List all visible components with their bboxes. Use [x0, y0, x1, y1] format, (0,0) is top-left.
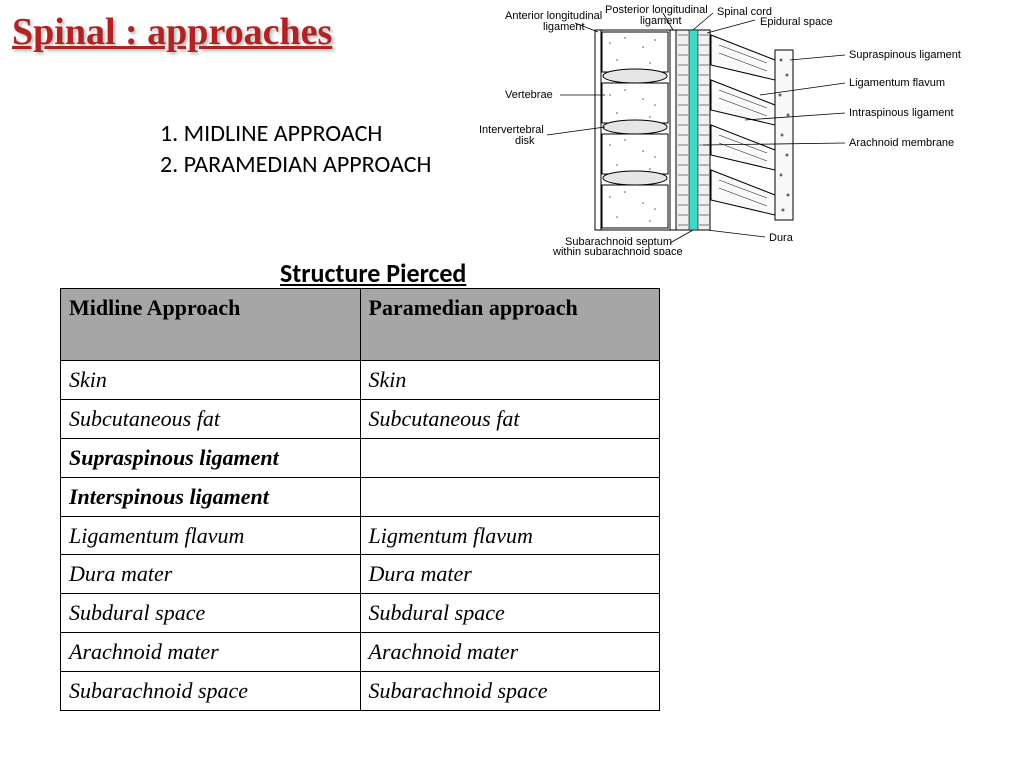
posterior-ligament	[670, 30, 676, 230]
table-cell	[360, 438, 660, 477]
table-cell: Dura mater	[360, 555, 660, 594]
svg-text:ligament: ligament	[543, 21, 585, 33]
label-arachnoid: Arachnoid membrane	[849, 137, 954, 149]
label-dura: Dura	[769, 232, 794, 244]
table-cell: Arachnoid mater	[360, 633, 660, 672]
table-cell: Subcutaneous fat	[360, 399, 660, 438]
table-cell: Subarachnoid space	[360, 672, 660, 711]
approach-list: 1. MIDLINE APPROACH 2. PARAMEDIAN APPROA…	[160, 118, 432, 180]
label-intraspinous: Intraspinous ligament	[849, 107, 954, 119]
vertebral-column	[600, 30, 670, 230]
table-row: Supraspinous ligament	[61, 438, 660, 477]
table-title: Structure Pierced	[280, 257, 466, 289]
table-cell: Subdural space	[360, 594, 660, 633]
approach-item-2: 2. PARAMEDIAN APPROACH	[160, 149, 432, 180]
approach-item-1: 1. MIDLINE APPROACH	[160, 118, 432, 149]
anterior-ligament	[595, 30, 601, 230]
table-row: Dura materDura mater	[61, 555, 660, 594]
table-row: Subdural spaceSubdural space	[61, 594, 660, 633]
table-row: Subarachnoid spaceSubarachnoid space	[61, 672, 660, 711]
label-ligamentum-flavum: Ligamentum flavum	[849, 77, 945, 89]
structure-table: Midline Approach Paramedian approach Ski…	[60, 288, 660, 711]
table-row: SkinSkin	[61, 361, 660, 400]
page-title: Spinal : approaches	[12, 10, 332, 54]
table-cell	[360, 477, 660, 516]
supraspinous-strip	[775, 50, 793, 220]
label-vertebrae: Vertebrae	[505, 89, 553, 101]
table-cell: Ligamentum flavum	[61, 516, 361, 555]
table-row: Ligamentum flavumLigmentum flavum	[61, 516, 660, 555]
spinous-processes	[711, 35, 775, 215]
table-header-col1: Midline Approach	[61, 289, 361, 361]
table-row: Interspinous ligament	[61, 477, 660, 516]
table-cell: Subarachnoid space	[61, 672, 361, 711]
table-cell: Ligmentum flavum	[360, 516, 660, 555]
spinal-canal	[676, 30, 710, 230]
table-row: Subcutaneous fatSubcutaneous fat	[61, 399, 660, 438]
table-cell: Skin	[61, 361, 361, 400]
label-epidural-space: Epidural space	[760, 16, 833, 28]
label-supraspinous: Supraspinous ligament	[849, 49, 961, 61]
table-cell: Skin	[360, 361, 660, 400]
table-cell: Subdural space	[61, 594, 361, 633]
table-cell: Interspinous ligament	[61, 477, 361, 516]
svg-text:ligament: ligament	[640, 15, 682, 27]
svg-text:disk: disk	[515, 135, 535, 147]
svg-text:within subarachnoid space: within subarachnoid space	[552, 246, 683, 255]
table-row: Arachnoid materArachnoid mater	[61, 633, 660, 672]
table-cell: Supraspinous ligament	[61, 438, 361, 477]
spinal-anatomy-diagram: Anterior longitudinal ligament Posterior…	[475, 5, 1015, 255]
table-cell: Subcutaneous fat	[61, 399, 361, 438]
table-cell: Dura mater	[61, 555, 361, 594]
table-header-col2: Paramedian approach	[360, 289, 660, 361]
table-cell: Arachnoid mater	[61, 633, 361, 672]
